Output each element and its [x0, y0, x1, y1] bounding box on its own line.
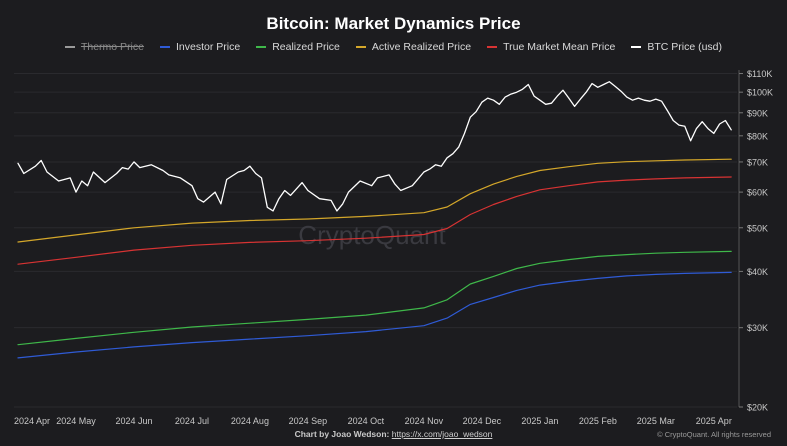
copyright-notice: © CryptoQuant. All rights reserved [657, 430, 771, 439]
y-tick-label: $40K [747, 267, 768, 277]
y-tick-label: $50K [747, 223, 768, 233]
legend-swatch [355, 46, 366, 48]
x-tick-label: 2024 Jun [115, 416, 152, 426]
legend-item[interactable]: Active Realized Price [355, 41, 472, 53]
x-tick-label: 2025 Mar [637, 416, 675, 426]
chart-credit: Chart by Joao Wedson: https://x.com/joao… [0, 429, 787, 439]
x-tick-label: 2024 Dec [463, 416, 502, 426]
y-tick-label: $20K [747, 403, 768, 413]
legend-label: Investor Price [175, 41, 241, 53]
legend-swatch [631, 46, 642, 48]
credit-link[interactable]: https://x.com/joao_wedson [391, 429, 493, 439]
x-tick-label: 2024 Aug [231, 416, 269, 426]
x-tick-label: 2025 Jan [521, 416, 558, 426]
legend-swatch [159, 46, 170, 48]
x-tick-label: 2024 Apr [14, 416, 50, 426]
legend-label: True Market Mean Price [503, 41, 616, 53]
x-tick-label: 2024 Jul [175, 416, 209, 426]
y-tick-label: $90K [747, 108, 768, 118]
chart-title: Bitcoin: Market Dynamics Price [266, 14, 521, 33]
legend-item[interactable]: Realized Price [256, 41, 340, 53]
x-tick-label: 2025 Feb [579, 416, 617, 426]
y-tick-label: $100K [747, 88, 773, 98]
legend-swatch [256, 46, 267, 48]
chart-legend: Thermo Price Investor Price Realized Price… [0, 41, 787, 53]
legend-item[interactable]: Thermo Price [64, 41, 144, 53]
series-line-true-market-mean-price [17, 176, 732, 265]
grid-layer [14, 73, 737, 408]
series-line-investor-price [17, 271, 732, 359]
legend-item[interactable]: Investor Price [159, 41, 241, 53]
series-line-active-realized-price [17, 158, 732, 243]
series-layer [17, 81, 732, 359]
legend-label: Active Realized Price [371, 41, 472, 53]
legend-item[interactable]: True Market Mean Price [487, 41, 615, 53]
legend-label: Realized Price [272, 41, 340, 53]
x-tick-label: 2024 May [56, 416, 96, 426]
x-axis: 2024 Apr 2024 May 2024 Jun 2024 Jul 2024 Aug… [14, 416, 732, 426]
series-line-btc-price-usd [17, 81, 732, 212]
y-tick-label: $110K [747, 69, 772, 79]
x-tick-label: 2024 Oct [348, 416, 385, 426]
legend-swatch [64, 46, 75, 48]
legend-item[interactable]: BTC Price (usd) [631, 41, 722, 53]
y-tick-label: $30K [747, 323, 768, 333]
y-tick-label: $70K [747, 157, 768, 167]
credit-prefix: Chart by Joao Wedson: [294, 429, 390, 439]
y-tick-label: $60K [747, 188, 768, 198]
x-tick-label: 2025 Apr [696, 416, 732, 426]
legend-swatch [487, 46, 498, 48]
legend-label: Thermo Price [80, 41, 144, 53]
x-tick-label: 2024 Nov [405, 416, 444, 426]
y-tick-label: $80K [747, 131, 768, 141]
legend-label: BTC Price (usd) [647, 41, 723, 53]
x-tick-label: 2024 Sep [289, 416, 328, 426]
y-axis: $110K $100K $90K $80K $70K $60K $50K $40K $30K $2… [738, 69, 773, 413]
series-line-realized-price [17, 250, 732, 346]
